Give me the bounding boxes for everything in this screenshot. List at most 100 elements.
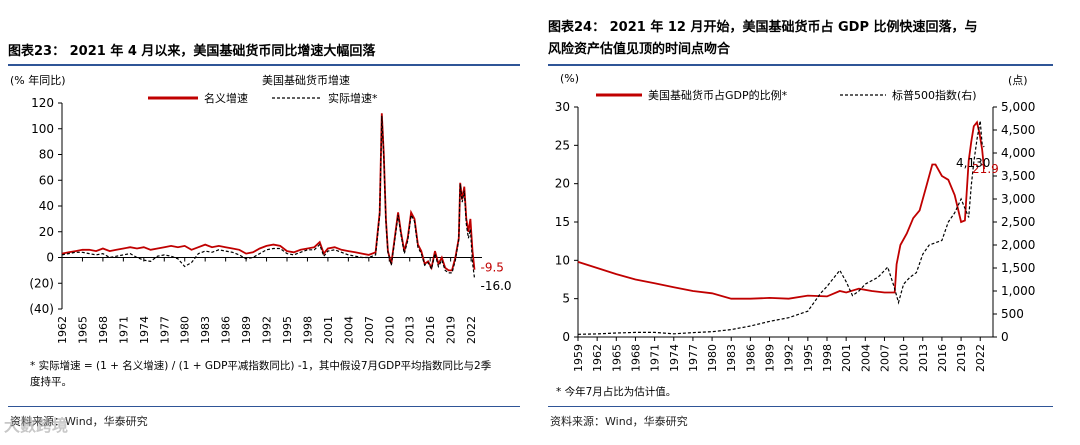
right-series-sp500-line: [577, 120, 985, 335]
right-x-tick-label: 1974: [668, 344, 681, 372]
left-x-tick-label: 2013: [404, 316, 417, 344]
left-x-tick-label: 1980: [179, 316, 192, 344]
right-x-tick-label: 1983: [725, 344, 738, 372]
left-y-tick-label: 40: [39, 199, 54, 213]
right-y2-tick-label: 5,000: [1001, 100, 1035, 114]
right-y2-tick-label: 2,500: [1001, 215, 1035, 229]
right-plot-area: 0 5 10 15 20 25 30 0 500 1,000 1,500 2,000 2,500 3,00…: [555, 100, 1036, 372]
right-y2-tick-label: 1,000: [1001, 284, 1035, 298]
watermark: 大數跨境: [4, 416, 69, 435]
left-series-real-line: [61, 115, 476, 279]
right-y2-tick-label: 2,000: [1001, 238, 1035, 252]
left-chart: (40) (20) 0 20 40 60 80 100 120 1962 1965 1968 1971 1…: [29, 91, 512, 344]
right-y2-tick-label: 3,000: [1001, 192, 1035, 206]
right-title-rule: [548, 64, 1053, 66]
right-x-tick-label: 1965: [610, 344, 623, 372]
right-y-axis-label: (%): [560, 72, 580, 85]
left-figure-title: 图表23： 2021 年 4 月以来，美国基础货币同比增速大幅回落: [8, 44, 376, 59]
right-x-tick-label: 1986: [744, 344, 757, 372]
right-x-tick-label: 1977: [687, 344, 700, 372]
left-x-tick-label: 1998: [301, 316, 314, 344]
left-x-tick-label: 1977: [158, 316, 171, 344]
right-y-tick-label: 25: [555, 138, 570, 152]
right-x-tick-label: 2007: [878, 344, 891, 372]
right-x-tick-label: 1995: [802, 344, 815, 372]
right-y2-tick-label: 4,000: [1001, 146, 1035, 160]
right-x-tick-label: 1998: [821, 344, 834, 372]
left-y-tick-label: 120: [31, 96, 54, 110]
right-annotation-sp500: 4,130: [956, 156, 990, 170]
left-annotation-nominal: -9.5: [481, 261, 504, 275]
left-x-tick-label: 2016: [424, 316, 437, 344]
right-legend-ratio-label: 美国基础货币占GDP的比例*: [648, 88, 788, 102]
right-legend-sp500-label: 标普500指数(右): [892, 88, 977, 102]
right-x-tick-label: 2010: [898, 344, 911, 372]
left-source: 资料来源：Wind，华泰研究: [10, 415, 148, 428]
right-y-tick-label: 20: [555, 177, 570, 191]
right-x-tick-label: 2004: [859, 344, 872, 372]
left-y-tick-label: (20): [29, 276, 54, 290]
left-y-tick-label: 0: [46, 251, 54, 265]
left-chart-title: 美国基础货币增速: [262, 74, 350, 87]
left-x-tick-label: 2022: [465, 316, 478, 344]
right-source-rule: [548, 406, 1053, 407]
left-y-axis-label: (% 年同比): [10, 74, 66, 87]
left-x-tick-label: 1995: [281, 316, 294, 344]
right-source: 资料来源：Wind，华泰研究: [550, 415, 688, 428]
right-x-tick-label: 1989: [764, 344, 777, 372]
right-x-tick-label: 1968: [629, 344, 642, 372]
left-y-tick-label: 60: [39, 173, 54, 187]
right-x-tick-label: 2001: [840, 344, 853, 372]
left-legend-real-label: 实际增速*: [328, 91, 378, 105]
right-x-tick-label: 1962: [591, 344, 604, 372]
right-x-tick-label: 2019: [955, 344, 968, 372]
left-y-tick-label: 80: [39, 148, 54, 162]
right-x-tick-label: 2022: [974, 344, 987, 372]
left-x-tick-label: 1974: [138, 316, 151, 344]
right-figure-title-line1: 图表24： 2021 年 12 月开始，美国基础货币占 GDP 比例快速回落，与: [548, 20, 978, 35]
right-y2-tick-label: 4,500: [1001, 123, 1035, 137]
left-x-tick-label: 1965: [76, 316, 89, 344]
right-figure-title-line2: 风险资产估值见顶的时间点吻合: [548, 42, 731, 57]
left-x-tick-label: 1968: [97, 316, 110, 344]
left-legend-nominal-label: 名义增速: [204, 91, 248, 105]
right-x-tick-label: 2016: [936, 344, 949, 372]
left-y-tick-label: 20: [39, 225, 54, 239]
left-annotation-real: -16.0: [481, 279, 512, 293]
left-x-tick-label: 1983: [199, 316, 212, 344]
left-footnote: * 实际增速 = (1 + 名义增速) / (1 + GDP平减指数同比) -1…: [30, 360, 492, 388]
right-y-tick-label: 15: [555, 215, 570, 229]
right-x-tick-label: 1980: [706, 344, 719, 372]
left-title-rule: [8, 64, 520, 66]
right-x-tick-label: 1971: [649, 344, 662, 372]
right-x-tick-label: 1992: [783, 344, 796, 372]
left-plot-area: (40) (20) 0 20 40 60 80 100 120 1962 1965 1968 1971 1…: [29, 96, 482, 344]
left-y-tick-label: (40): [29, 302, 54, 316]
left-x-tick-label: 1986: [220, 316, 233, 344]
right-y2-tick-label: 0: [1001, 330, 1009, 344]
left-x-tick-label: 2001: [322, 316, 335, 344]
left-x-tick-label: 1971: [117, 316, 130, 344]
left-x-tick-label: 1962: [56, 316, 69, 344]
right-y2-tick-label: 3,500: [1001, 169, 1035, 183]
left-source-rule: [8, 406, 520, 407]
left-x-tick-label: 1992: [261, 316, 274, 344]
right-y-tick-label: 10: [555, 253, 570, 267]
right-footnote: * 今年7月占比为估计值。: [556, 386, 677, 398]
right-y2-axis-label: (点): [1008, 74, 1028, 87]
right-annotation-ratio: 21.9: [972, 162, 999, 176]
right-series-ratio-line: [577, 120, 985, 300]
left-x-tick-label: 2010: [383, 316, 396, 344]
right-x-tick-label: 2013: [917, 344, 930, 372]
right-y-tick-label: 0: [562, 330, 570, 344]
left-x-tick-label: 2007: [363, 316, 376, 344]
left-x-tick-label: 2004: [342, 316, 355, 344]
left-x-tick-label: 2019: [445, 316, 458, 344]
right-y-tick-label: 30: [555, 100, 570, 114]
right-y2-tick-label: 1,500: [1001, 261, 1035, 275]
right-y-tick-label: 5: [562, 292, 570, 306]
right-y2-tick-label: 500: [1001, 307, 1024, 321]
left-x-tick-label: 1989: [240, 316, 253, 344]
right-x-tick-label: 1959: [572, 344, 585, 372]
